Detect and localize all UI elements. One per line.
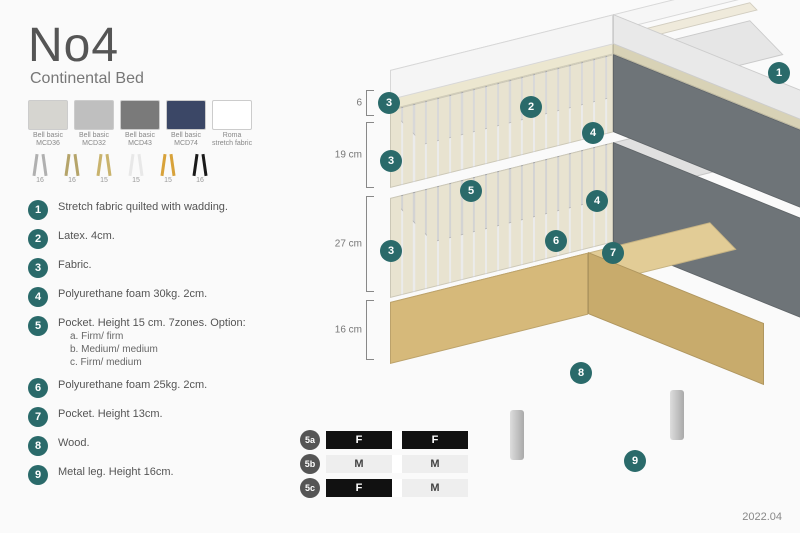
leg-option: 16	[60, 150, 84, 184]
leg-height-label: 16	[68, 177, 76, 184]
firmness-key: 5a	[300, 430, 320, 450]
legend-text: Latex. 4cm.	[58, 229, 115, 243]
leg-height-label: 16	[196, 177, 204, 184]
firmness-key: 5b	[300, 454, 320, 474]
leg-icon	[92, 150, 116, 176]
callout-marker: 3	[380, 240, 402, 262]
callout-marker: 9	[624, 450, 646, 472]
legend-number: 8	[28, 436, 48, 456]
cutaway-diagram: 6 19 cm 27 cm 16 cm 1 2 3 3 3 4 4 5 6 7 8 9	[320, 30, 800, 490]
dimension-line	[366, 122, 374, 188]
legend-list: 1 Stretch fabric quilted with wadding. 2 La…	[28, 200, 288, 494]
callout-marker: 1	[768, 62, 790, 84]
leg-option: 15	[92, 150, 116, 184]
legend-number: 4	[28, 287, 48, 307]
dimension-label: 6	[356, 98, 362, 109]
legend-number: 7	[28, 407, 48, 427]
fabric-swatch: Bell basicMCD36	[28, 100, 68, 147]
legend-item: 2 Latex. 4cm.	[28, 229, 288, 249]
swatch-color	[212, 100, 252, 130]
swatch-label: Bell basicMCD74	[171, 132, 201, 147]
fabric-swatch: Bell basicMCD32	[74, 100, 114, 147]
legend-number: 9	[28, 465, 48, 485]
fabric-swatch: Romastretch fabric	[212, 100, 252, 147]
leg-icon	[60, 150, 84, 176]
legend-number: 3	[28, 258, 48, 278]
legend-number: 6	[28, 378, 48, 398]
legend-text: Polyurethane foam 25kg. 2cm.	[58, 378, 207, 392]
leg-options: 16 16 15 15 15 16	[28, 150, 212, 184]
leg-height-label: 15	[100, 177, 108, 184]
callout-marker: 4	[582, 122, 604, 144]
bed-leg	[510, 410, 524, 460]
swatch-label: Bell basicMCD36	[33, 132, 63, 147]
legend-item: 4 Polyurethane foam 30kg. 2cm.	[28, 287, 288, 307]
leg-option: 15	[124, 150, 148, 184]
legend-item: 3 Fabric.	[28, 258, 288, 278]
callout-marker: 4	[586, 190, 608, 212]
callout-marker: 2	[520, 96, 542, 118]
legend-item: 1 Stretch fabric quilted with wadding.	[28, 200, 288, 220]
leg-icon	[156, 150, 180, 176]
dimension-line	[366, 90, 374, 116]
legend-item: 9 Metal leg. Height 16cm.	[28, 465, 288, 485]
leg-height-label: 15	[164, 177, 172, 184]
callout-marker: 6	[545, 230, 567, 252]
swatch-color	[166, 100, 206, 130]
legend-item: 5 Pocket. Height 15 cm. 7zones. Option:a.…	[28, 316, 288, 369]
swatch-color	[120, 100, 160, 130]
callout-marker: 5	[460, 180, 482, 202]
legend-item: 8 Wood.	[28, 436, 288, 456]
leg-icon	[28, 150, 52, 176]
leg-option: 15	[156, 150, 180, 184]
callout-marker: 7	[602, 242, 624, 264]
legend-text: Fabric.	[58, 258, 92, 272]
leg-height-label: 16	[36, 177, 44, 184]
legend-text: Pocket. Height 13cm.	[58, 407, 163, 421]
legend-text: Metal leg. Height 16cm.	[58, 465, 174, 479]
legend-text: Pocket. Height 15 cm. 7zones. Option:a. …	[58, 316, 246, 369]
leg-option: 16	[28, 150, 52, 184]
fabric-swatch: Bell basicMCD74	[166, 100, 206, 147]
revision-date: 2022.04	[742, 511, 782, 523]
dimension-line	[366, 300, 374, 360]
dimension-label: 16 cm	[335, 325, 362, 336]
legend-item: 7 Pocket. Height 13cm.	[28, 407, 288, 427]
swatch-color	[28, 100, 68, 130]
bed-leg	[670, 390, 684, 440]
swatch-label: Bell basicMCD43	[125, 132, 155, 147]
leg-option: 16	[188, 150, 212, 184]
swatch-label: Bell basicMCD32	[79, 132, 109, 147]
legend-text: Wood.	[58, 436, 90, 450]
dimension-label: 27 cm	[335, 239, 362, 250]
firmness-key: 5c	[300, 478, 320, 498]
callout-marker: 3	[380, 150, 402, 172]
legend-item: 6 Polyurethane foam 25kg. 2cm.	[28, 378, 288, 398]
product-title: No4	[28, 18, 119, 73]
legend-number: 5	[28, 316, 48, 336]
dimension-label: 19 cm	[335, 150, 362, 161]
legend-text: Polyurethane foam 30kg. 2cm.	[58, 287, 207, 301]
callout-marker: 8	[570, 362, 592, 384]
callout-marker: 3	[378, 92, 400, 114]
product-subtitle: Continental Bed	[30, 70, 144, 88]
legend-text: Stretch fabric quilted with wadding.	[58, 200, 228, 214]
fabric-swatches: Bell basicMCD36 Bell basicMCD32 Bell basic…	[28, 100, 252, 147]
legend-number: 1	[28, 200, 48, 220]
leg-height-label: 15	[132, 177, 140, 184]
leg-icon	[188, 150, 212, 176]
swatch-color	[74, 100, 114, 130]
dimension-line	[366, 196, 374, 292]
legend-number: 2	[28, 229, 48, 249]
swatch-label: Romastretch fabric	[212, 132, 252, 147]
fabric-swatch: Bell basicMCD43	[120, 100, 160, 147]
leg-icon	[124, 150, 148, 176]
